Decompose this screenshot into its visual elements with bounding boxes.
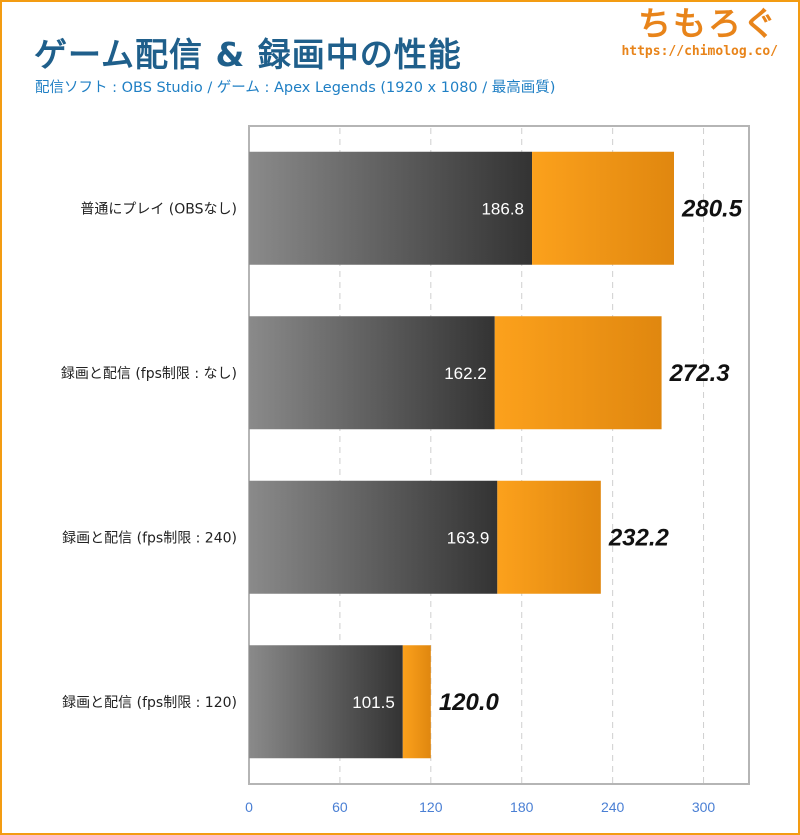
x-tick-label: 0 [245,799,253,815]
logo-url: https://chimolog.co/ [621,44,778,59]
base-value-label: 186.8 [481,199,524,218]
chart-subtitle: 配信ソフト : OBS Studio / ゲーム : Apex Legends … [35,80,556,96]
total-value-label: 120.0 [439,689,500,716]
x-tick-label: 60 [332,799,348,815]
plot-border [248,125,750,785]
bar-base [249,645,403,759]
base-value-label: 163.9 [447,528,490,547]
bar-total [497,480,601,594]
chart-title: ゲーム配信 & 録画中の性能 [34,35,462,74]
x-tick-label: 120 [419,799,443,815]
site-logo: ちもろぐ https://chimolog.co/ [621,4,778,59]
category-label: 録画と配信 (fps制限 : なし) [61,366,237,382]
bar-base [249,480,498,594]
label-layer: 0 60 120 180 240 300 普通にプレイ (OBSなし) 186.8 280.5 録… [61,195,743,815]
bar-total [494,316,662,430]
bar-total [402,645,431,759]
bar-base [249,151,533,265]
x-tick-label: 300 [692,799,716,815]
logo-name: ちもろぐ [638,4,778,43]
x-tick-label: 180 [510,799,534,815]
category-label: 普通にプレイ (OBSなし) [80,201,237,217]
total-value-label: 280.5 [681,195,743,222]
x-tick-label: 240 [601,799,625,815]
base-value-label: 101.5 [352,693,395,712]
category-label: 録画と配信 (fps制限 : 120) [62,695,237,711]
bar-base [249,316,495,430]
bar-layer [249,151,674,759]
bar-total [532,151,674,265]
category-label: 録画と配信 (fps制限 : 240) [62,530,237,546]
grid-layer [248,125,750,785]
total-value-label: 272.3 [669,360,731,387]
total-value-label: 232.2 [608,524,670,551]
base-value-label: 162.2 [444,364,487,383]
